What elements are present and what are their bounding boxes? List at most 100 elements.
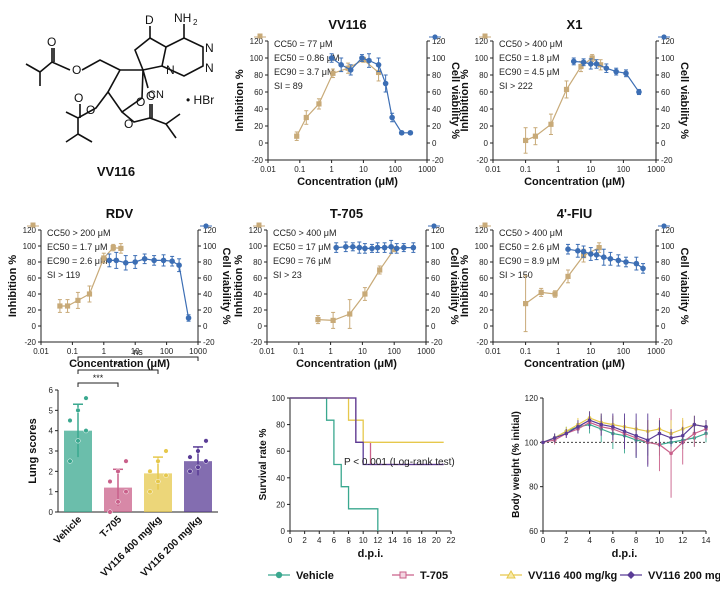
x-axis-label: Concentration (μM) — [524, 176, 625, 188]
y-tick-label-right: -20 — [432, 156, 444, 165]
molecule-structure — [25, 24, 204, 143]
data-point — [147, 468, 153, 474]
data-point — [350, 244, 356, 250]
data-point — [596, 245, 602, 251]
data-point — [83, 395, 89, 401]
fit-curve — [331, 57, 411, 134]
y-tick-label-right: 60 — [431, 274, 440, 283]
carbonyl-marks — [53, 48, 153, 118]
y-tick-label-left: 40 — [27, 290, 36, 299]
y-tick-label-right: 40 — [432, 105, 441, 114]
x-tick-label: 0.1 — [294, 165, 306, 174]
data-point — [633, 260, 640, 267]
y-axis-label: Survival rate % — [258, 429, 269, 501]
data-point — [338, 62, 344, 68]
data-point — [160, 257, 167, 264]
y-tick-label-right: 20 — [432, 122, 441, 131]
y-axis-label-left: Inhibition % — [459, 255, 471, 318]
inhibition-legend-marker — [482, 222, 488, 228]
data-point — [330, 317, 336, 323]
y-tick-label-right: 100 — [661, 54, 675, 63]
y-axis-label: Body weight (% initial) — [511, 411, 522, 518]
y-tick-label: 5 — [49, 406, 54, 415]
body-weight-chart: 60 80 100 120 0 2 4 6 8 10 12 14 d.p.i. Body weight (… — [511, 394, 711, 560]
x-axis-label: d.p.i. — [612, 548, 638, 560]
y-tick-label-left: 20 — [254, 122, 263, 131]
legend-marker-square — [399, 571, 407, 579]
y-tick-label-left: 100 — [475, 54, 489, 63]
x-tick-label: 0.01 — [485, 347, 501, 356]
x-tick-label: 1 — [102, 347, 107, 356]
x-tick-label: 20 — [432, 536, 441, 545]
y-tick-label-right: 40 — [661, 290, 670, 299]
data-point — [203, 458, 209, 464]
data-point — [67, 458, 73, 464]
cn-label: CN — [148, 89, 164, 101]
weight-series — [541, 411, 708, 467]
data-point — [366, 57, 372, 64]
y-tick-label-right: 60 — [661, 88, 670, 97]
dose-response-panel-1: -20 -20 0 0 20 20 40 40 60 60 80 80 100 100 120 120 0.01… — [459, 17, 690, 188]
data-point — [67, 417, 73, 424]
x-tick-label: 1 — [329, 165, 334, 174]
molecule-name: VV116 — [97, 164, 135, 179]
x-tick-label: 1000 — [647, 347, 665, 356]
survival-curve — [290, 397, 379, 531]
annotation-line: EC50 = 1.7 μM — [47, 242, 107, 252]
y-tick-label-left: 60 — [254, 88, 263, 97]
data-point — [123, 458, 129, 464]
y-tick-label: 2 — [49, 467, 54, 476]
y-tick-label: 100 — [525, 438, 539, 447]
data-point — [570, 58, 577, 65]
data-point — [118, 245, 124, 251]
y-axis-label-right: Cell viability % — [678, 247, 690, 324]
dose-response-panel-0: -20 -20 0 0 20 20 40 40 60 60 80 80 100 100 120 120 0.01… — [234, 17, 461, 188]
data-point — [622, 429, 627, 434]
data-point — [107, 478, 113, 485]
data-point — [382, 80, 389, 87]
data-point — [374, 244, 381, 251]
data-point — [552, 436, 557, 440]
y-tick-label-left: 80 — [253, 258, 262, 267]
y-tick-label-left: -20 — [476, 156, 488, 165]
x-tick-label: 0.01 — [260, 165, 276, 174]
data-point — [187, 468, 193, 474]
y-tick-label-left: 40 — [479, 105, 488, 114]
data-point — [163, 472, 169, 478]
data-point — [375, 62, 382, 68]
data-point — [704, 425, 708, 429]
logrank-annotation: P < 0.001 (Log-rank test) — [344, 457, 455, 468]
data-point — [607, 255, 614, 262]
y-tick-label-left: 100 — [249, 242, 263, 251]
x-tick-label: 0.1 — [520, 165, 532, 174]
y-tick-label-right: -20 — [431, 338, 443, 347]
data-point — [330, 70, 336, 76]
y-tick-label-right: 40 — [203, 290, 212, 299]
data-point — [64, 303, 71, 309]
x-tick-label: 0 — [288, 536, 293, 545]
x-tick-label: 100 — [389, 165, 403, 174]
x-tick-label: 10 — [358, 347, 367, 356]
data-point — [565, 246, 571, 252]
y-tick-label-left: 100 — [475, 242, 489, 251]
viability-legend-marker — [203, 223, 209, 229]
x-tick-label: 14 — [388, 536, 397, 545]
y-tick-label-right: 0 — [431, 322, 436, 331]
y-tick-label-right: 100 — [432, 54, 446, 63]
x-tick-label: 1000 — [647, 165, 665, 174]
y-tick-label-left: 80 — [479, 71, 488, 80]
y-tick-label: 6 — [49, 386, 54, 395]
data-point — [669, 436, 673, 440]
panel-title: RDV — [106, 206, 134, 221]
x-tick-label: 12 — [678, 536, 687, 545]
data-point — [106, 257, 113, 264]
y-tick-label-right: -20 — [203, 338, 215, 347]
y-tick-label-left: 120 — [250, 37, 264, 46]
data-point — [389, 114, 395, 121]
legend-marker-circle — [275, 571, 283, 579]
y-tick-label-right: 100 — [661, 242, 675, 251]
y-tick-label-left: 0 — [484, 322, 489, 331]
data-point — [538, 289, 544, 295]
x-tick-label: 1000 — [418, 165, 436, 174]
